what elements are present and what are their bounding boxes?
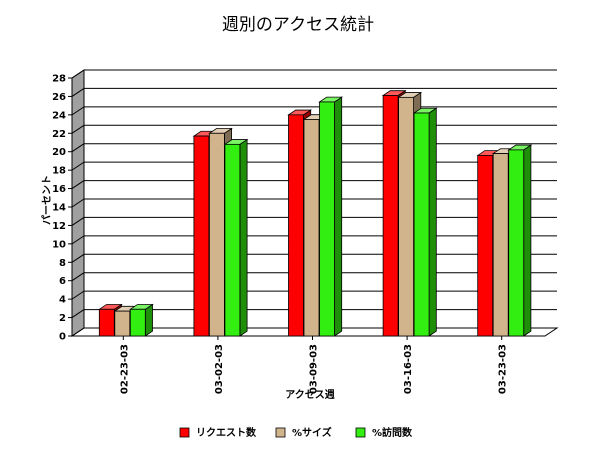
bar-front [193, 135, 210, 337]
bar-front [382, 95, 399, 337]
y-tick-label: 16 [52, 184, 66, 195]
gridline-depth [71, 124, 85, 134]
bar-front [98, 308, 115, 337]
y-tick-label: 6 [59, 276, 66, 287]
bar-side [523, 144, 532, 337]
gridline-depth [71, 69, 85, 79]
bar-front [508, 149, 525, 337]
x-tick-label: 03-16-03 [403, 344, 414, 394]
y-tick-label: 0 [59, 332, 66, 343]
gridline-depth [71, 290, 85, 300]
bar [318, 96, 344, 337]
gridline-depth [71, 217, 85, 226]
bar-front [114, 310, 131, 337]
bar-front [319, 101, 335, 337]
y-tick-label: 28 [52, 74, 66, 85]
bar-front [129, 308, 146, 337]
legend-swatch [179, 427, 190, 438]
y-tick-label: 20 [52, 147, 66, 158]
bar [507, 144, 533, 337]
y-tick-label: 10 [52, 239, 66, 250]
legend-label: %訪問数 [372, 426, 413, 439]
gridline-depth [71, 180, 85, 189]
gridline-depth [71, 272, 85, 282]
x-axis-label: アクセス週 [285, 389, 335, 401]
x-tick-label: 03-09-03 [309, 344, 320, 394]
gridline-depth [71, 143, 85, 153]
legend-swatch [355, 427, 366, 438]
bar [128, 303, 154, 337]
gridline-depth [71, 253, 85, 263]
bar-side [144, 303, 153, 337]
legend-item: リクエスト数 [179, 426, 257, 439]
gridline-depth [71, 327, 85, 337]
legend: リクエスト数 %サイズ %訪問数 [179, 426, 413, 439]
y-tick-label: 12 [52, 221, 66, 232]
y-tick-label: 26 [52, 92, 66, 103]
bar-front [224, 143, 241, 337]
bar-front [303, 119, 320, 337]
legend-swatch [275, 427, 286, 438]
y-tick-label: 14 [52, 203, 66, 214]
y-tick-label: 2 [59, 313, 66, 324]
bar-side [334, 96, 343, 337]
y-tick-label: 18 [52, 166, 66, 177]
bar-front [477, 154, 494, 337]
bar [223, 138, 249, 337]
gridline-depth [71, 309, 85, 318]
bar-front [398, 96, 415, 337]
gridline-depth [71, 235, 85, 245]
legend-item: %サイズ [275, 426, 332, 439]
x-tick-label: 03-02-03 [214, 344, 225, 394]
gridline-depth [71, 106, 85, 116]
bar-front [208, 132, 225, 337]
bar-front [413, 112, 430, 337]
y-axis-label: パーセント [41, 175, 53, 225]
y-tick-label: 8 [59, 258, 66, 269]
legend-label: リクエスト数 [196, 426, 257, 439]
gridline-depth [71, 88, 85, 97]
chart-title: 週別のアクセス統計 [222, 15, 374, 35]
bar [412, 107, 438, 337]
gridline-depth [71, 198, 85, 208]
x-tick-label: 02-23-03 [119, 344, 130, 394]
x-tick-label: 03-23-03 [498, 344, 509, 394]
y-tick-label: 24 [52, 110, 66, 121]
bar-side [239, 138, 248, 337]
bar-front [288, 114, 304, 337]
y-tick-label: 22 [52, 129, 66, 140]
bar-front [492, 153, 509, 337]
bar-side [428, 107, 437, 337]
legend-label: %サイズ [292, 426, 332, 439]
y-tick-label: 4 [59, 295, 66, 306]
gridline-depth [71, 161, 85, 171]
legend-item: %訪問数 [355, 426, 413, 439]
